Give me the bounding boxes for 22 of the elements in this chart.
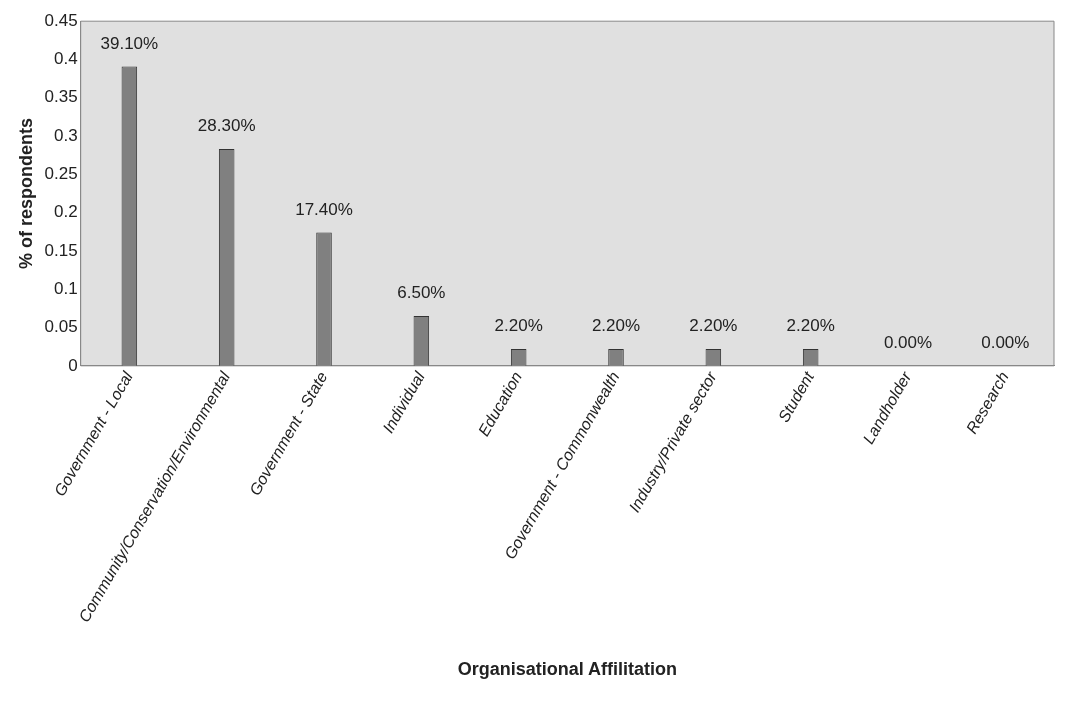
data-label: 28.30%	[197, 116, 256, 136]
data-label: 2.20%	[786, 316, 835, 336]
y-tick-label: 0.35	[44, 87, 78, 107]
data-label: 2.20%	[494, 316, 543, 336]
data-label: 2.20%	[591, 316, 641, 336]
y-axis-title: % of respondents	[15, 118, 36, 270]
y-tick-label: 0.4	[54, 49, 78, 69]
y-tick-label: 0.1	[54, 278, 78, 298]
y-tick-label: 0.25	[44, 164, 78, 184]
data-label: 39.10%	[100, 33, 159, 53]
y-tick-label: 0	[68, 355, 78, 375]
data-label: 6.50%	[397, 283, 446, 303]
y-tick-label: 0.2	[54, 202, 78, 222]
data-label: 0.00%	[981, 333, 1030, 353]
y-tick-label: 0.3	[54, 125, 78, 145]
data-label: 2.20%	[689, 316, 738, 336]
y-tick-label: 0.45	[44, 10, 78, 30]
y-tick-label: 0.15	[44, 240, 78, 260]
data-label: 17.40%	[295, 199, 353, 219]
data-label: 0.00%	[883, 333, 933, 353]
y-tick-label: 0.05	[44, 317, 78, 337]
x-axis-title: Organisational Affilitation	[457, 659, 678, 680]
